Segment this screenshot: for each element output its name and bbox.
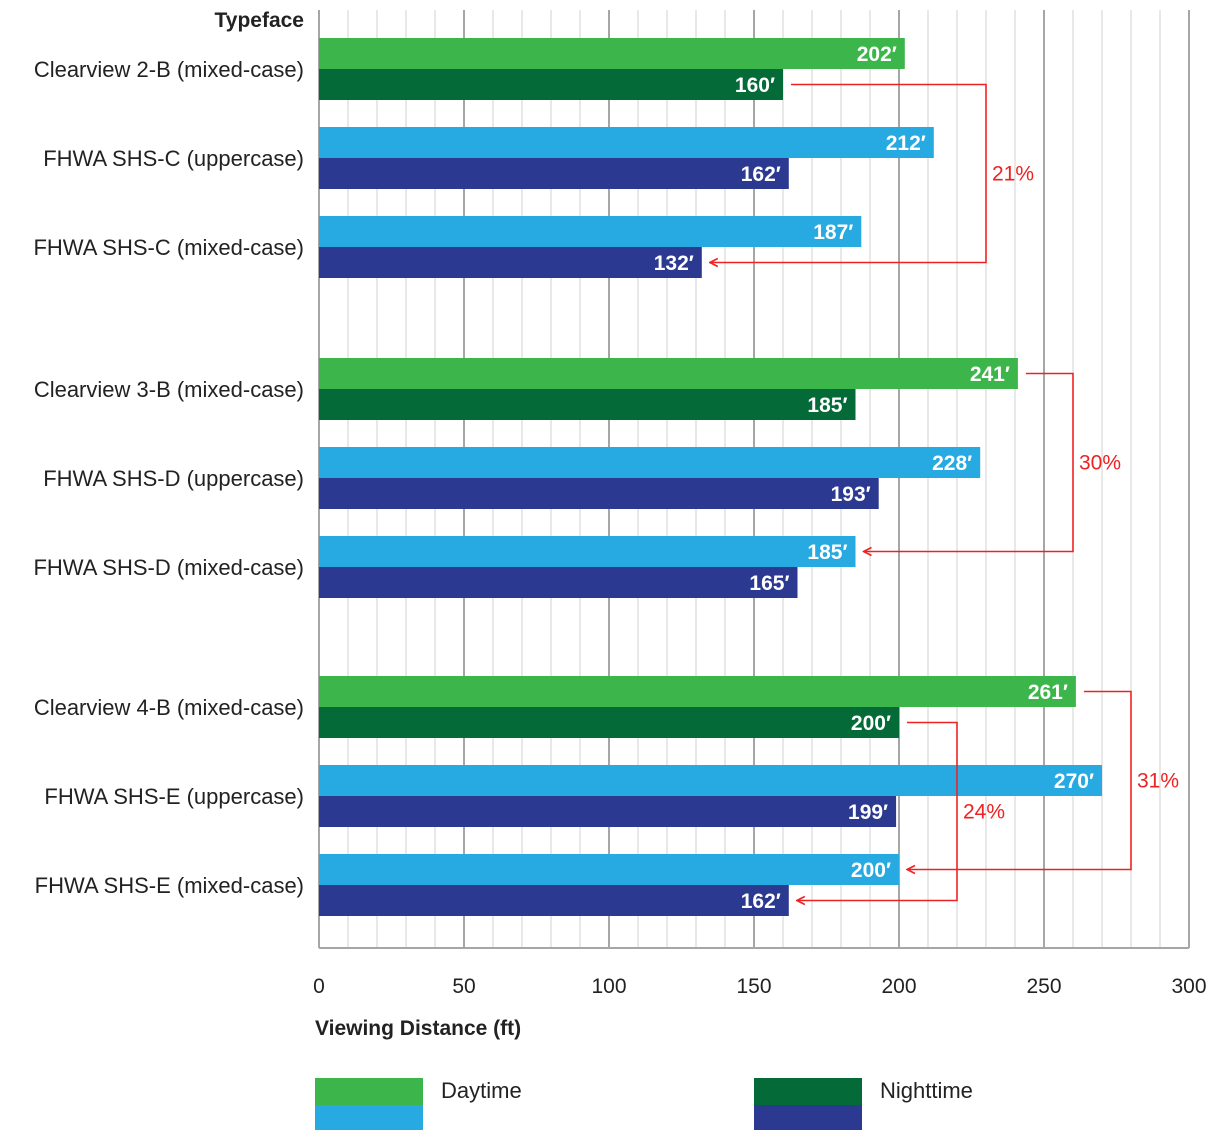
category-label: Clearview 3-B (mixed-case)	[34, 377, 304, 402]
x-tick-label: 250	[1026, 975, 1061, 998]
category-label: FHWA SHS-D (mixed-case)	[33, 555, 304, 580]
bar-value-label: 160′	[735, 74, 775, 97]
legend-swatch	[315, 1105, 423, 1130]
bar-nighttime	[319, 389, 856, 420]
bar-value-label: 261′	[1028, 681, 1068, 704]
bar-value-label: 185′	[807, 394, 847, 417]
bar-nighttime	[319, 247, 702, 278]
x-tick-label: 100	[591, 975, 626, 998]
bar-value-label: 202′	[857, 43, 897, 66]
annotations: 21% 30% 24% 31%	[710, 83, 1179, 901]
bar-value-labels: 202′ 160′ 212′ 162′ 187′ 132′ 241′ 185′ 228′ 193′…	[654, 43, 1094, 913]
category-label: FHWA SHS-E (uppercase)	[44, 784, 304, 809]
bar-daytime	[319, 765, 1102, 796]
annotation-percent: 31%	[1137, 770, 1179, 793]
category-label: FHWA SHS-C (mixed-case)	[33, 235, 304, 260]
annotation-bracket	[864, 372, 1074, 552]
annotation-percent: 24%	[963, 801, 1005, 824]
x-axis-title: Viewing Distance (ft)	[315, 1017, 521, 1040]
legend-swatch	[754, 1105, 862, 1130]
legend-label: Nighttime	[880, 1078, 973, 1103]
annotation-percent: 30%	[1079, 452, 1121, 475]
x-axis: 0 50 100 150 200 250 300	[313, 947, 1207, 998]
category-labels: Clearview 2-B (mixed-case) FHWA SHS-C (up…	[33, 57, 304, 898]
bar-daytime	[319, 536, 856, 567]
legend-label: Daytime	[441, 1078, 522, 1103]
x-tick-label: 50	[452, 975, 475, 998]
legend-swatch	[315, 1078, 423, 1105]
bars	[319, 38, 1102, 916]
bar-daytime	[319, 676, 1076, 707]
category-label: FHWA SHS-D (uppercase)	[43, 466, 304, 491]
bar-value-label: 132′	[654, 252, 694, 275]
bar-value-label: 200′	[851, 859, 891, 882]
bar-value-label: 187′	[813, 221, 853, 244]
category-label: FHWA SHS-C (uppercase)	[43, 146, 304, 171]
bar-value-label: 185′	[807, 541, 847, 564]
annotation-percent: 21%	[992, 163, 1034, 186]
bar-nighttime	[319, 885, 789, 916]
category-label: FHWA SHS-E (mixed-case)	[35, 873, 304, 898]
bar-daytime	[319, 447, 981, 478]
bar-daytime	[319, 38, 905, 69]
annotation-bracket	[907, 690, 1132, 870]
bar-value-label: 162′	[741, 163, 781, 186]
legend: Daytime Nighttime	[315, 1078, 973, 1130]
bar-daytime	[319, 127, 934, 158]
bar-value-label: 212′	[886, 132, 926, 155]
bar-nighttime	[319, 478, 879, 509]
category-axis-title: Typeface	[215, 9, 305, 32]
bar-nighttime	[319, 158, 789, 189]
x-tick-label: 0	[313, 975, 325, 998]
bar-nighttime	[319, 567, 798, 598]
bar-nighttime	[319, 69, 783, 100]
bar-value-label: 228′	[932, 452, 972, 475]
bar-value-label: 162′	[741, 890, 781, 913]
bar-value-label: 193′	[831, 483, 871, 506]
x-tick-label: 150	[736, 975, 771, 998]
bar-value-label: 241′	[970, 363, 1010, 386]
bar-daytime	[319, 216, 862, 247]
x-tick-label: 300	[1171, 975, 1206, 998]
x-tick-label: 200	[881, 975, 916, 998]
legend-swatch	[754, 1078, 862, 1105]
bar-nighttime	[319, 707, 899, 738]
bar-value-label: 199′	[848, 801, 888, 824]
bar-daytime	[319, 854, 899, 885]
category-label: Clearview 2-B (mixed-case)	[34, 57, 304, 82]
bar-value-label: 200′	[851, 712, 891, 735]
annotation-bracket	[710, 83, 987, 263]
bar-nighttime	[319, 796, 897, 827]
bar-value-label: 165′	[749, 572, 789, 595]
annotation-bracket	[797, 721, 958, 901]
bar-value-label: 270′	[1054, 770, 1094, 793]
category-label: Clearview 4-B (mixed-case)	[34, 695, 304, 720]
bar-daytime	[319, 358, 1018, 389]
